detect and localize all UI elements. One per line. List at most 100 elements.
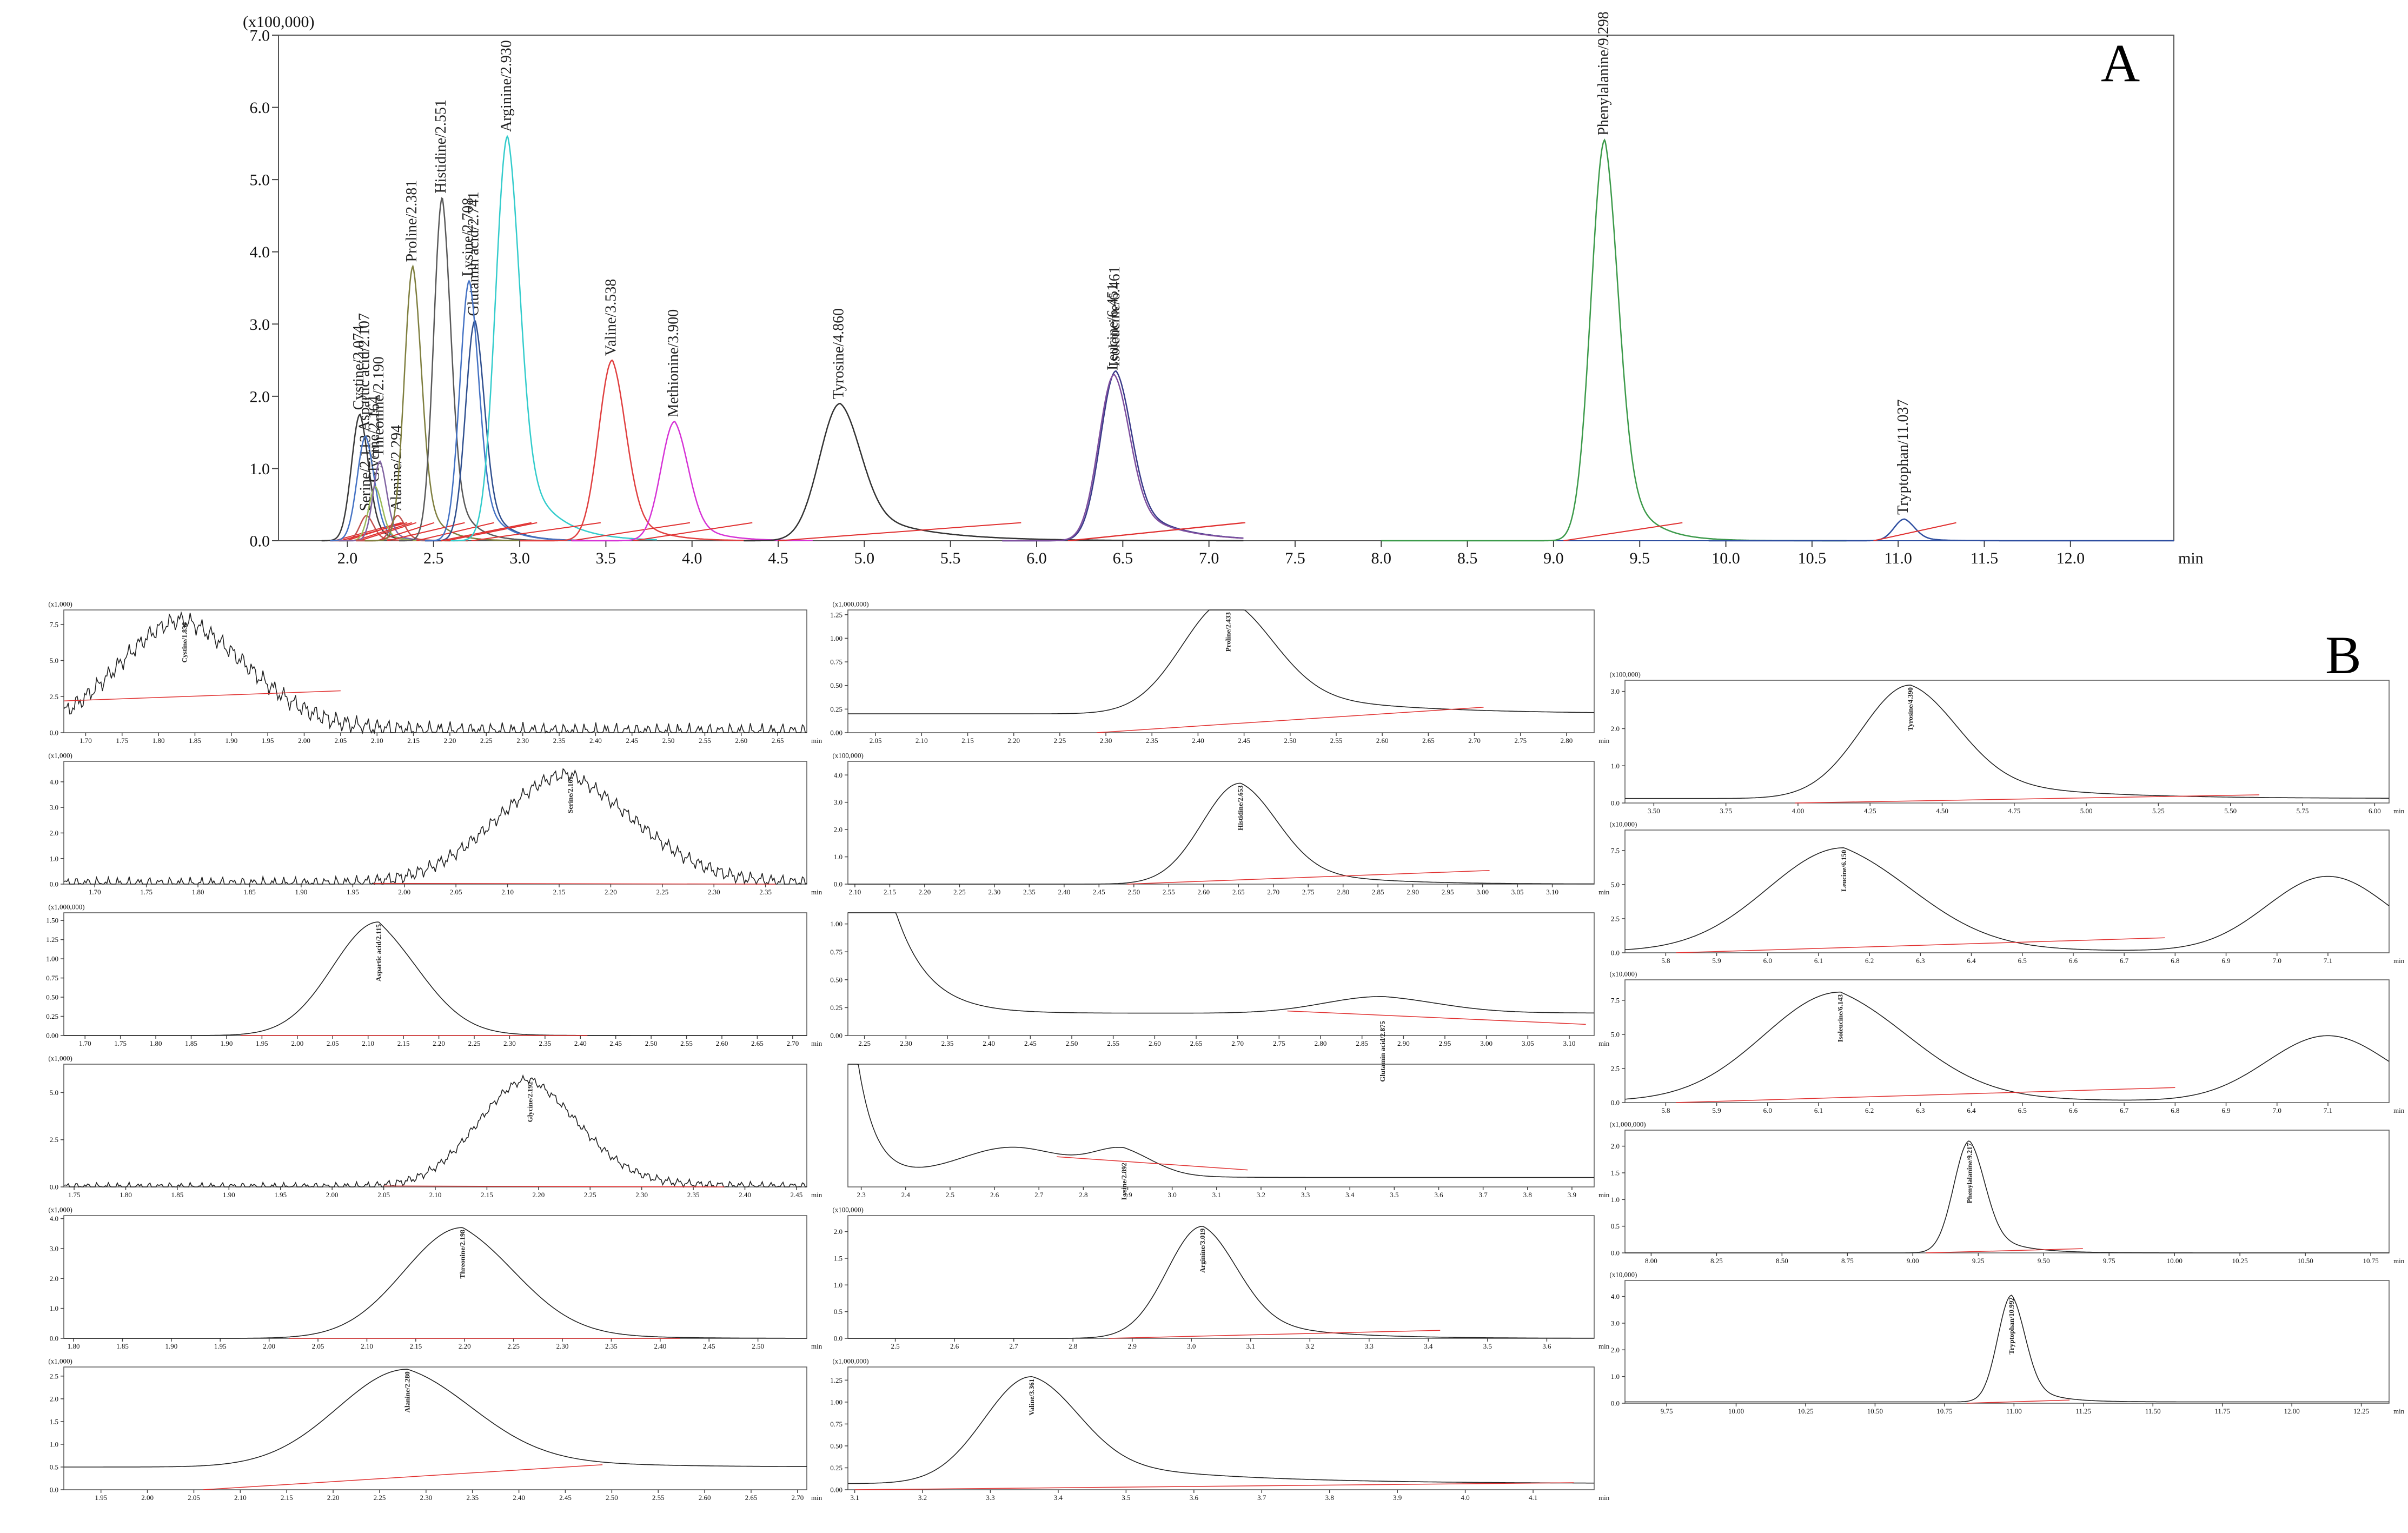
x-tick-label: 2.7 xyxy=(1034,1191,1044,1199)
x-tick-label: 2.35 xyxy=(553,736,566,745)
x-tick-label: 2.45 xyxy=(791,1191,803,1199)
x-tick-label: 3.4 xyxy=(1424,1342,1433,1350)
y-tick-label: 2.0 xyxy=(1611,1346,1620,1354)
x-tick-label: 2.60 xyxy=(699,1494,711,1502)
plot-frame xyxy=(847,1366,1595,1490)
x-tick-label: 2.35 xyxy=(687,1191,700,1199)
x-tick-label: 3.50 xyxy=(1648,807,1660,815)
peak-label: Aspartic acid/2.115 xyxy=(374,924,382,982)
x-tick-label: 2.35 xyxy=(759,888,772,896)
x-tick-label: 3.5 xyxy=(1122,1494,1130,1502)
y-tick-label: 1.0 xyxy=(834,853,843,861)
x-tick-label: 5.75 xyxy=(2297,807,2309,815)
chart-b13: 3.50 3.75 4.00 4.25 4.50 4.75 5.00 5.25 5.50 5.75… xyxy=(1609,671,2404,815)
x-axis-label: min xyxy=(811,888,822,896)
y-tick-label: 0.50 xyxy=(830,1442,843,1450)
x-tick-label: 8.75 xyxy=(1841,1257,1854,1265)
y-tick-label: 3.0 xyxy=(50,804,58,812)
y-axis-label: (x1,000) xyxy=(48,1054,72,1063)
y-tick-label: 0.50 xyxy=(830,975,843,984)
x-tick-label: 3.3 xyxy=(1365,1342,1374,1350)
x-tick-label: 1.85 xyxy=(171,1191,184,1199)
y-tick-label: 1.00 xyxy=(46,955,58,963)
x-tick-label: 2.05 xyxy=(377,1191,390,1199)
x-tick-label: 6.9 xyxy=(2221,1106,2230,1114)
chart-b2: 2.05 2.10 2.15 2.20 2.25 2.30 2.35 2.40 2.45 2.50… xyxy=(830,600,1609,745)
integration-baseline xyxy=(1067,522,1244,541)
x-tick-label: 3.1 xyxy=(1246,1342,1255,1350)
y-tick-label: 0.0 xyxy=(1611,1249,1620,1257)
x-tick-label: 2.60 xyxy=(1376,736,1389,745)
x-tick-label: 5.00 xyxy=(2080,807,2093,815)
y-axis-label: (x1,000,000) xyxy=(832,600,868,608)
x-tick-label: 2.45 xyxy=(1238,736,1250,745)
y-tick-label: 1.00 xyxy=(830,634,843,642)
y-tick-label: 2.0 xyxy=(50,1395,58,1403)
x-tick-label: 2.6 xyxy=(990,1191,999,1199)
x-tick-label: 2.35 xyxy=(1023,888,1036,896)
peak-label: Lysine/2.892 xyxy=(1120,1163,1128,1200)
y-tick-label: 1.5 xyxy=(1611,1169,1620,1177)
trace xyxy=(848,912,1594,1014)
panel-label-a: A xyxy=(2101,33,2140,93)
x-tick-label: 3.0 xyxy=(1187,1342,1196,1350)
x-tick-label: 2.80 xyxy=(1315,1039,1327,1047)
y-tick-label: 2.0 xyxy=(834,1227,843,1236)
x-tick-label: 2.20 xyxy=(532,1191,545,1199)
x-tick-label: 1.80 xyxy=(192,888,204,896)
x-tick-label: 1.95 xyxy=(256,1039,268,1047)
y-tick-label: 0.0 xyxy=(50,729,58,737)
y-axis-label: (x100,000) xyxy=(832,1206,863,1214)
x-tick-label: 3.5 xyxy=(1390,1191,1398,1199)
y-tick-label: 1.50 xyxy=(46,917,58,925)
x-axis-label: min xyxy=(1598,888,1610,896)
trace xyxy=(1625,1140,2389,1253)
x-tick-label: 9.0 xyxy=(1543,549,1564,567)
x-tick-label: 12.00 xyxy=(2284,1407,2300,1415)
x-tick-label: 3.0 xyxy=(509,549,530,567)
x-tick-label: 3.6 xyxy=(1190,1494,1199,1502)
x-tick-label: 2.15 xyxy=(397,1039,410,1047)
y-tick-label: 0.5 xyxy=(834,1308,843,1316)
y-tick-label: 5.0 xyxy=(50,656,58,665)
trace xyxy=(848,1376,1594,1484)
x-tick-label: 1.75 xyxy=(68,1191,81,1199)
chart-a: 2.0 2.5 3.0 3.5 4.0 4.5 5.0 5.5 6.0 6.5 7.0 7.5 8.0 8… xyxy=(243,11,2204,567)
y-tick-label: 0.50 xyxy=(830,681,843,689)
x-tick-label: 2.65 xyxy=(745,1494,758,1502)
x-tick-label: 2.25 xyxy=(468,1039,481,1047)
x-axis-label: min xyxy=(811,1342,822,1350)
x-tick-label: 2.35 xyxy=(605,1342,618,1350)
x-tick-label: 1.85 xyxy=(185,1039,197,1047)
x-axis-label: min xyxy=(2393,1407,2405,1415)
y-axis-label: (x100,000) xyxy=(832,752,863,760)
peak-trace xyxy=(571,421,813,542)
x-tick-label: 9.50 xyxy=(2038,1257,2050,1265)
peak-label: Tyrosine/4.860 xyxy=(831,308,847,399)
integration-baseline xyxy=(1676,937,2165,953)
x-tick-label: 2.15 xyxy=(481,1191,493,1199)
x-tick-label: 3.1 xyxy=(850,1494,859,1502)
x-tick-label: 2.90 xyxy=(1397,1039,1410,1047)
x-axis-label: min xyxy=(811,1191,822,1199)
x-axis-label: min xyxy=(2393,1257,2405,1265)
peak-label: Histidine/2.653 xyxy=(1236,785,1244,831)
x-tick-label: 2.60 xyxy=(1197,888,1210,896)
x-tick-label: 1.85 xyxy=(116,1342,129,1350)
x-tick-label: 2.05 xyxy=(312,1342,324,1350)
x-tick-label: 7.0 xyxy=(1199,549,1219,567)
y-axis-label: (x10,000) xyxy=(1609,820,1637,828)
y-tick-label: 0.0 xyxy=(834,880,843,888)
y-axis-label: (x1,000) xyxy=(48,1357,72,1365)
y-tick-label: 6.0 xyxy=(250,99,270,117)
x-tick-label: 2.10 xyxy=(361,1342,373,1350)
y-tick-label: 4.0 xyxy=(834,771,843,779)
x-tick-label: 2.10 xyxy=(234,1494,247,1502)
peak-trace xyxy=(520,359,761,542)
x-tick-label: 3.6 xyxy=(1542,1342,1551,1350)
y-tick-label: 1.0 xyxy=(250,460,270,478)
x-tick-label: 2.15 xyxy=(409,1342,422,1350)
chart-b7: 1.75 1.80 1.85 1.90 1.95 2.00 2.05 2.10 2.15 2.20… xyxy=(48,1054,822,1199)
x-tick-label: 4.0 xyxy=(682,549,702,567)
x-tick-label: 2.3 xyxy=(857,1191,866,1199)
